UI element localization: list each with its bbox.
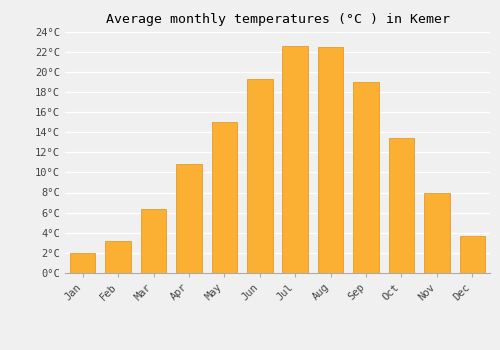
Bar (282, 46, 308, 273)
Bar (388, 138, 414, 273)
Bar (460, 236, 485, 273)
Bar (424, 193, 450, 273)
Bar (247, 79, 272, 273)
Bar (70, 253, 96, 273)
Bar (212, 122, 237, 273)
Bar (318, 47, 344, 273)
Bar (354, 82, 379, 273)
Bar (141, 209, 167, 273)
Bar (176, 164, 202, 273)
Title: Average monthly temperatures (°C ) in Kemer: Average monthly temperatures (°C ) in Ke… (106, 13, 450, 26)
Bar (106, 241, 131, 273)
